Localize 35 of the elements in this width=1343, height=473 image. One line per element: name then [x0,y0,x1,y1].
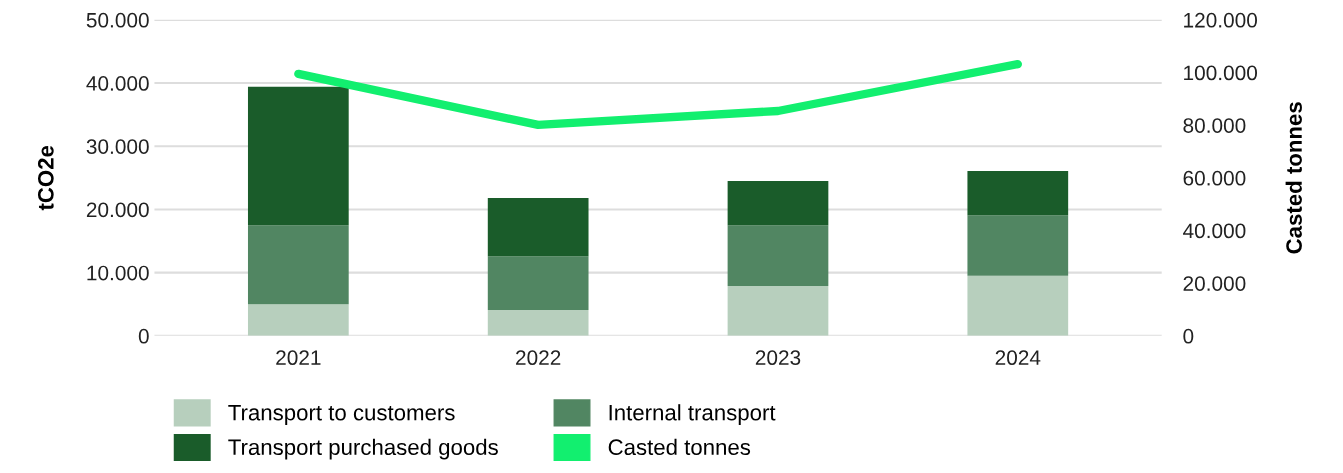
y2-tick-label: 120.000 [1184,12,1258,28]
y2-tick-label: 40.000 [1183,223,1246,239]
y-axis-title: tCO2e [37,145,54,211]
y-tick-label: 10.000 [87,265,149,281]
legend-label: Transport purchased goods [228,438,498,460]
legend-label: Casted tonnes [608,438,751,456]
x-tick-label: 2024 [995,350,1041,366]
y2-tick-label: 100.000 [1184,65,1258,81]
bar [487,256,589,310]
y2-tick-label: 80.000 [1183,118,1246,133]
x-tick-label: 2021 [276,350,321,366]
x-tick-label: 2022 [516,350,561,366]
y2-tick-label: 60.000 [1183,170,1246,186]
bar [967,170,1069,216]
y-tick-label: 0 [138,328,149,344]
bar [487,309,589,336]
bar [247,304,349,336]
bar [727,285,829,336]
y-tick-label: 50.000 [86,12,149,28]
bar [727,225,829,286]
y2-axis-title: Casted tonnes [1285,102,1302,254]
y2-tick-label: 0 [1183,328,1194,344]
bar [967,215,1069,276]
y2-tick-label: 20.000 [1183,276,1246,291]
bar [487,198,589,257]
y-tick-label: 20.000 [86,202,149,218]
legend-label: Internal transport [609,404,776,425]
y-tick-label: 40.000 [86,76,149,91]
bar [967,275,1069,336]
bar [247,225,349,305]
bar [247,86,349,226]
bar [727,181,829,226]
legend-label: Transport to customers [228,405,455,425]
y-tick-label: 30.000 [86,139,149,155]
x-tick-label: 2023 [755,350,801,366]
